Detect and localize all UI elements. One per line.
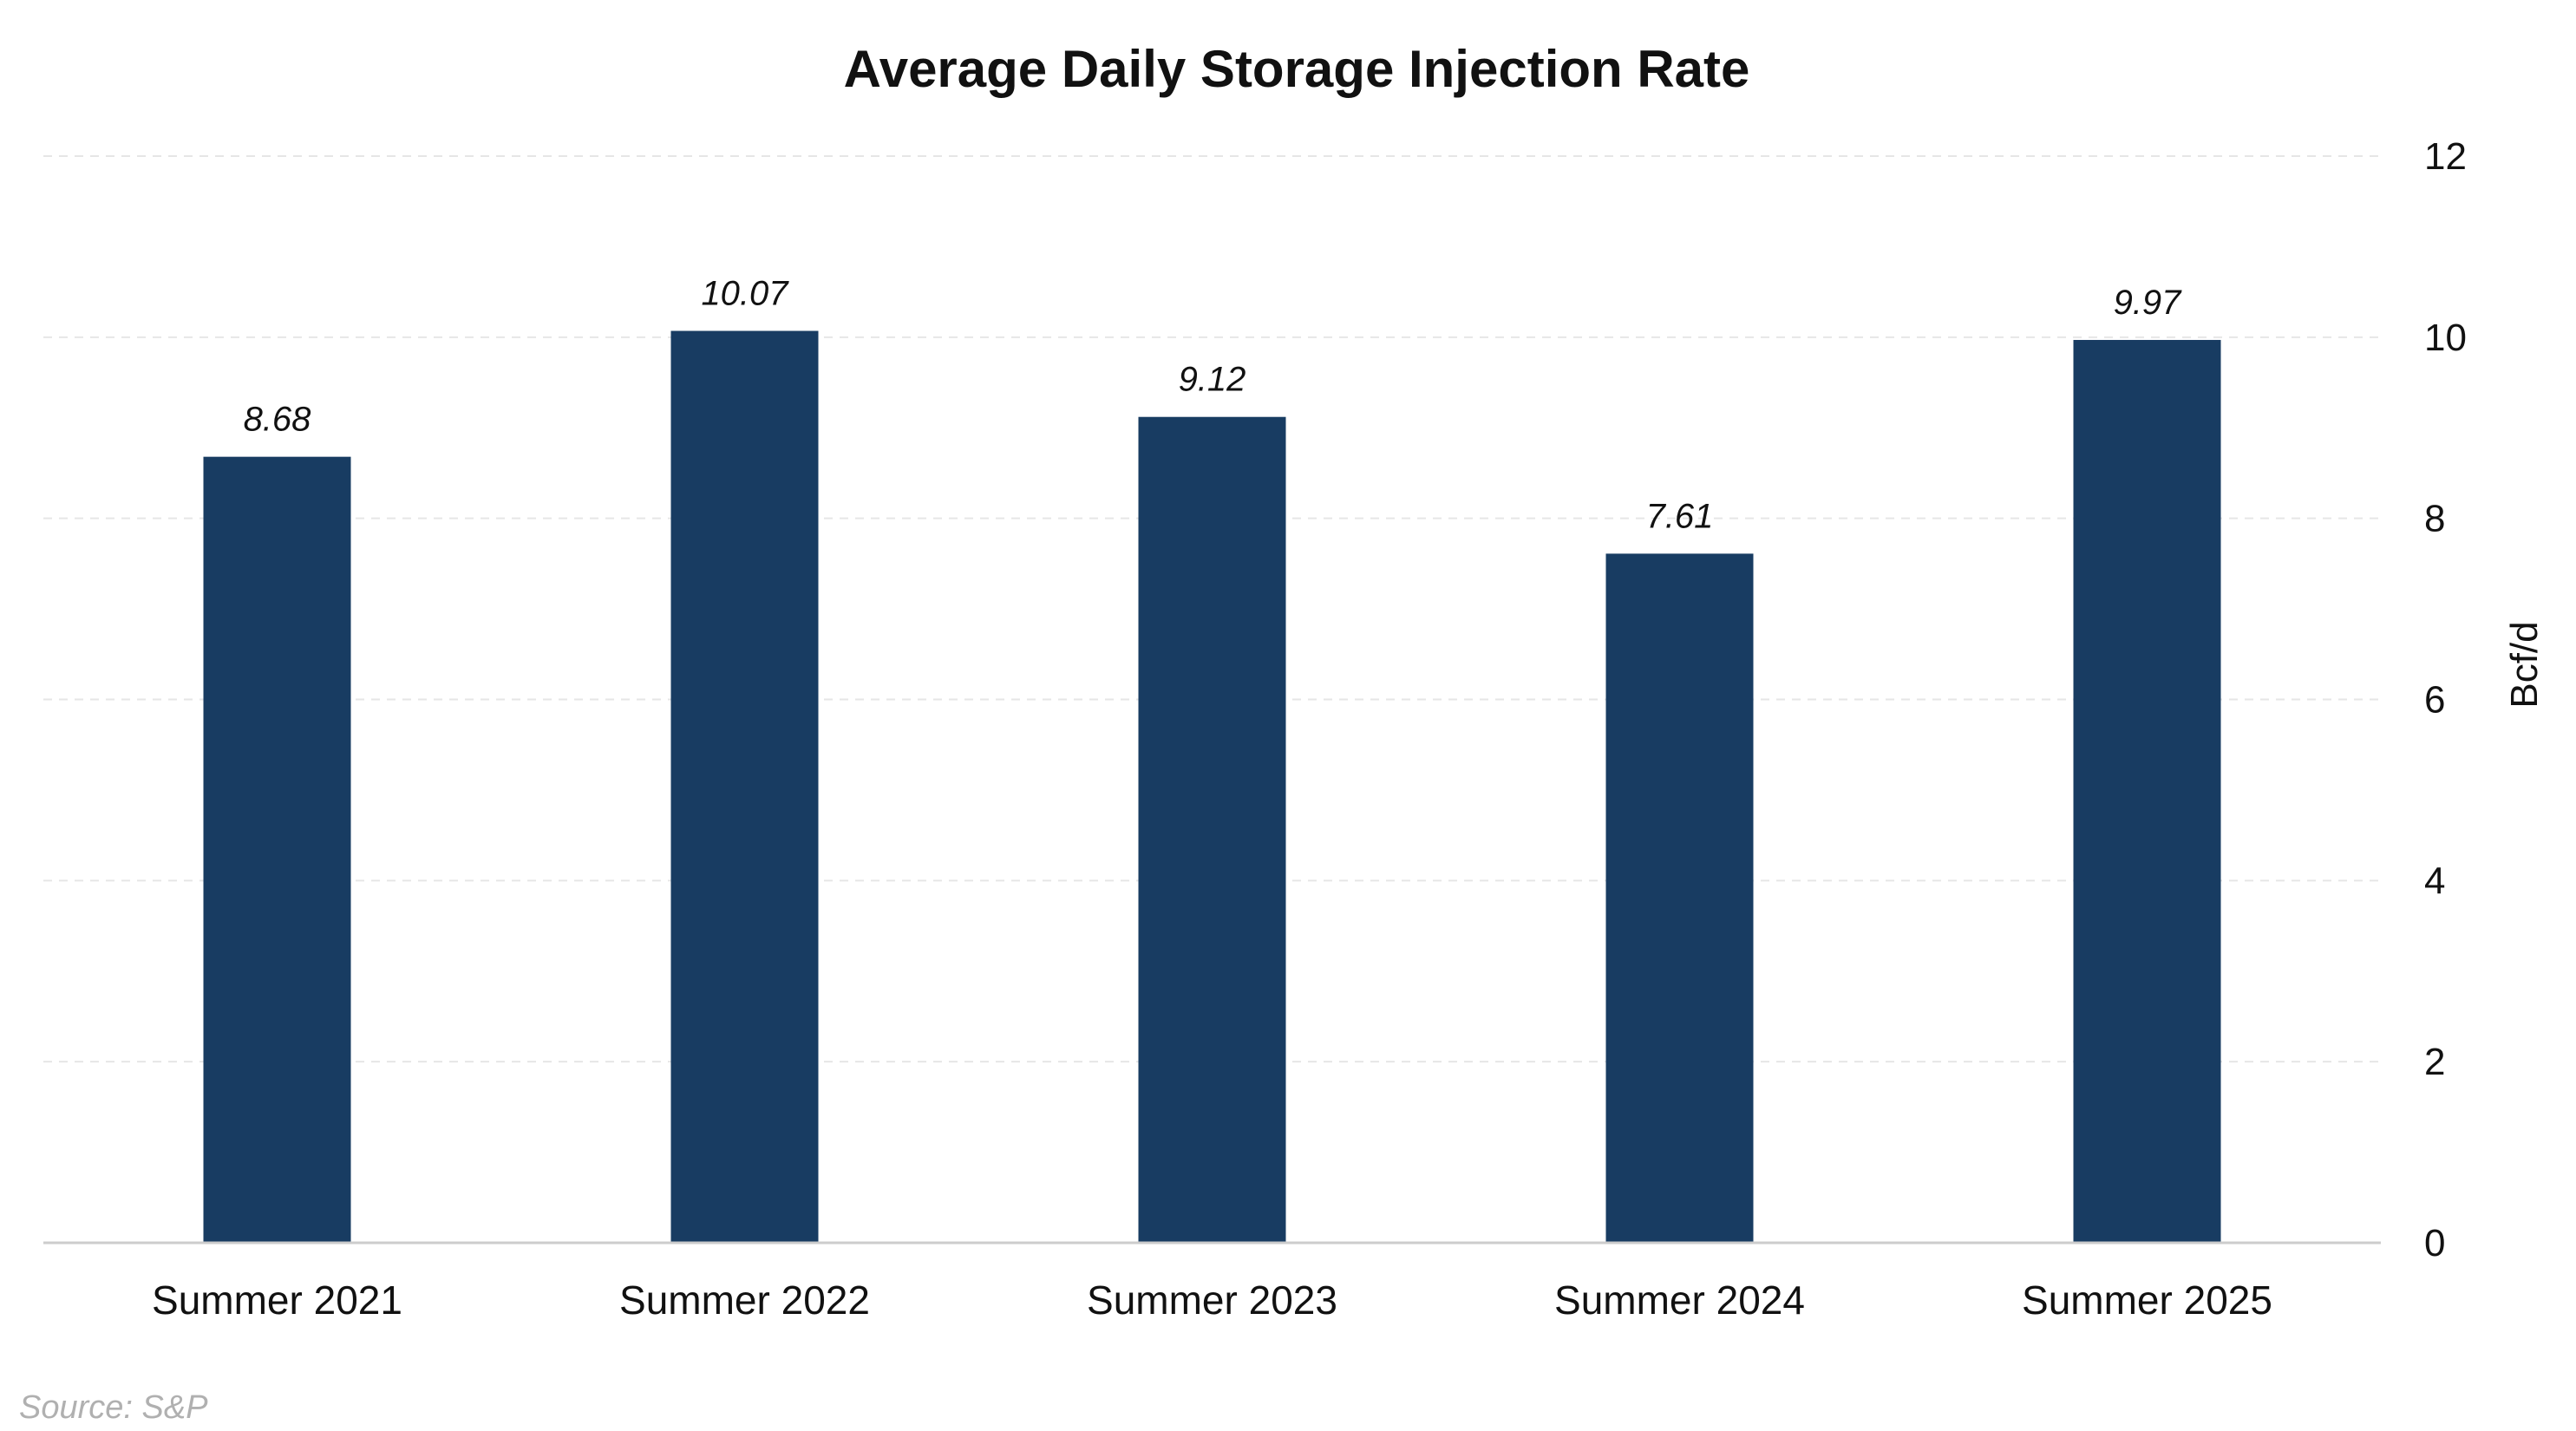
bar-value-label: 9.12 [1179, 361, 1246, 399]
bar [203, 456, 351, 1243]
y-tick-label: 10 [2424, 317, 2467, 359]
x-category-label: Summer 2022 [619, 1277, 870, 1323]
bar [1138, 416, 1286, 1244]
bar-value-label: 9.97 [2114, 284, 2183, 322]
bar-value-label: 8.68 [244, 401, 312, 439]
bars [203, 330, 2221, 1244]
x-axis-categories: Summer 2021 Summer 2022 Summer 2023 Summer … [152, 1277, 2272, 1323]
y-tick-label: 2 [2424, 1041, 2445, 1083]
bar [670, 330, 819, 1243]
x-category-label: Summer 2023 [1087, 1277, 1337, 1323]
bar-value-label: 10.07 [701, 275, 789, 313]
bar [1605, 553, 1754, 1243]
x-category-label: Summer 2021 [152, 1277, 402, 1323]
bar [2073, 339, 2221, 1243]
x-category-label: Summer 2025 [2022, 1277, 2272, 1323]
x-category-label: Summer 2024 [1554, 1277, 1805, 1323]
y-tick-label: 0 [2424, 1222, 2445, 1264]
data-labels: 8.68 10.07 9.12 7.61 9.97 [244, 275, 2183, 536]
y-tick-label: 12 [2424, 135, 2467, 178]
y-tick-label: 4 [2424, 859, 2445, 902]
y-axis-ticks: 0 2 4 6 8 10 12 [2424, 135, 2467, 1264]
y-tick-label: 8 [2424, 498, 2445, 540]
y-tick-label: 6 [2424, 679, 2445, 722]
bar-value-label: 7.61 [1646, 497, 1714, 535]
source-note: Source: S&P [19, 1389, 208, 1426]
y-axis-title: Bcf/d [2503, 621, 2546, 708]
chart-title: Average Daily Storage Injection Rate [844, 40, 1750, 98]
